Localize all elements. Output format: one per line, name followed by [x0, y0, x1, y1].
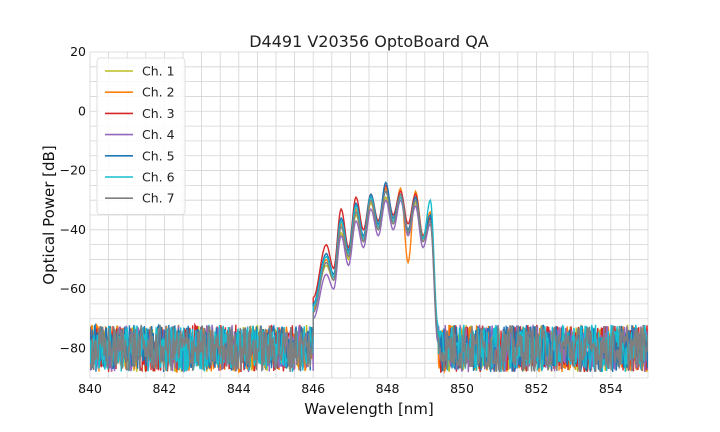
- legend-label: Ch. 5: [142, 148, 175, 163]
- x-tick-label: 848: [376, 381, 400, 396]
- y-tick-label: 20: [70, 44, 86, 59]
- x-tick-label: 840: [78, 381, 102, 396]
- y-tick-label: −40: [60, 222, 86, 237]
- x-tick-label: 850: [450, 381, 474, 396]
- series-line-ch7: [90, 190, 648, 373]
- y-axis-label: Optical Power [dB]: [40, 145, 58, 284]
- legend-frame: [96, 57, 186, 215]
- legend-label: Ch. 3: [142, 106, 175, 121]
- y-tick-label: −80: [60, 340, 86, 355]
- x-axis-label: Wavelength [nm]: [304, 400, 434, 418]
- legend-label: Ch. 6: [142, 170, 175, 185]
- x-tick-label: 852: [524, 381, 548, 396]
- legend-label: Ch. 7: [142, 191, 175, 206]
- chart-title: D4491 V20356 OptoBoard QA: [249, 32, 489, 51]
- x-tick-label: 844: [227, 381, 251, 396]
- series-layer: [90, 181, 648, 375]
- legend-label: Ch. 4: [142, 127, 175, 142]
- y-tick-label: −20: [60, 163, 86, 178]
- legend-label: Ch. 2: [142, 85, 175, 100]
- y-tick-label: −60: [60, 281, 86, 296]
- x-tick-label: 854: [599, 381, 623, 396]
- y-tick-label: 0: [78, 103, 86, 118]
- tick-layer: 840 842 844 846 848 850 852 854 −80 −60 −40 −20 0 20: [60, 44, 623, 396]
- legend: Ch. 1 Ch. 2 Ch. 3 Ch. 4 Ch. 5 Ch. 6 Ch. 7: [96, 57, 186, 215]
- x-tick-label: 842: [152, 381, 176, 396]
- x-tick-label: 846: [301, 381, 325, 396]
- legend-label: Ch. 1: [142, 64, 175, 79]
